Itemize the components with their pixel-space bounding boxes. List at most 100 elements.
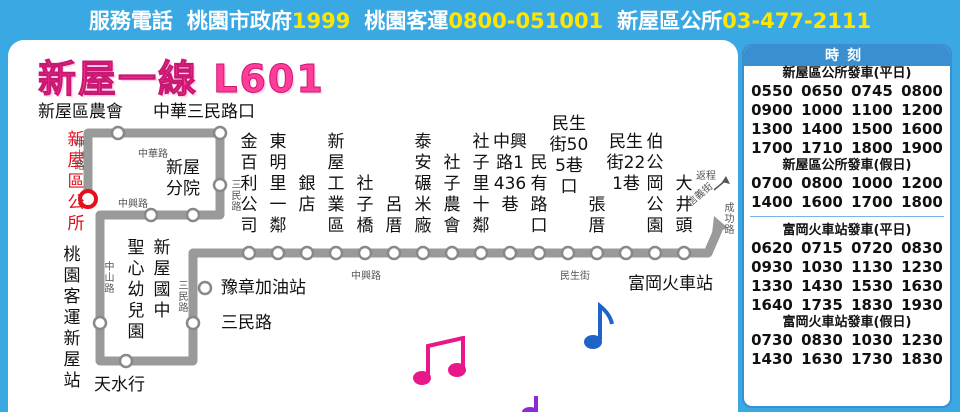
stop-label: 新屋區農會	[38, 102, 123, 122]
stop-marker	[444, 245, 460, 261]
contact-city: 桃園市政府1999	[186, 9, 351, 33]
schedule-row: 1700 1710 1800 1900	[744, 139, 950, 158]
road-label: 中興路	[118, 199, 148, 210]
departure-time: 1530	[851, 277, 893, 295]
departure-time: 1730	[851, 350, 893, 368]
departure-time: 1600	[801, 193, 843, 211]
stop-label: 泰安碾米廠	[414, 132, 432, 236]
departure-time: 1430	[801, 277, 843, 295]
road-label: 三民路	[178, 281, 189, 314]
departure-time: 0720	[851, 239, 893, 257]
route-map: 新屋一線 L601	[8, 40, 738, 412]
stop-label: 民生街505巷口	[549, 114, 589, 197]
stop-label: 豫章加油站	[221, 278, 306, 298]
departure-time: 1130	[851, 258, 893, 276]
schedule-row: 1640 1735 1830 1930	[744, 296, 950, 315]
departure-time: 1400	[801, 120, 843, 138]
stop-marker	[357, 245, 373, 261]
departure-time: 1030	[851, 331, 893, 349]
departure-time: 1700	[751, 139, 793, 157]
stop-marker	[185, 315, 201, 331]
departure-time: 1710	[801, 139, 843, 157]
departure-time: 0800	[901, 82, 943, 100]
road-label: 中山路	[74, 139, 85, 172]
schedule-panel: 時刻 新屋區公所發車(平日) 0550 0650 0745 0800 0900 1000 11…	[742, 44, 952, 408]
departure-time: 1800	[901, 193, 943, 211]
stop-label: 民有路口	[530, 153, 548, 236]
stop-label: 桃園客運新屋站	[63, 245, 81, 391]
stop-marker	[110, 125, 126, 141]
departure-time: 1400	[751, 193, 793, 211]
departure-time: 0800	[801, 174, 843, 192]
stop-label: 三民路	[221, 313, 272, 333]
departure-time: 0650	[801, 82, 843, 100]
stop-label: 金百利公司	[240, 132, 258, 236]
schedule-row: 0730 0830 1030 1230	[744, 331, 950, 350]
departure-time: 1000	[851, 174, 893, 192]
route-title: 新屋一線 L601	[38, 57, 325, 102]
stop-label: 聖心幼兒園	[127, 238, 145, 342]
stop-marker	[560, 245, 576, 261]
stop-label-end: 富岡火車站	[628, 274, 713, 294]
departure-time: 0715	[801, 239, 843, 257]
schedule-row: 1330 1430 1530 1630	[744, 277, 950, 296]
stop-label: 伯公岡公園	[646, 132, 664, 236]
stop-label: 中興路1436巷	[493, 132, 527, 215]
schedule-row: 1430 1630 1730 1830	[744, 350, 950, 369]
stop-label: 大井頭	[675, 174, 693, 236]
departure-time: 1800	[851, 139, 893, 157]
departure-time: 1100	[851, 101, 893, 119]
stop-marker	[197, 280, 213, 296]
stop-label: 社子農會	[443, 153, 461, 236]
departure-time: 0830	[901, 239, 943, 257]
road-label: 中興路	[351, 271, 381, 282]
schedule-sections: 新屋區公所發車(平日) 0550 0650 0745 0800 0900 1000 1100 1…	[744, 66, 950, 369]
departure-time: 1430	[751, 350, 793, 368]
stop-marker	[386, 245, 402, 261]
stop-label: 新屋國中	[153, 238, 171, 321]
stop-marker	[212, 177, 228, 193]
schedule-section-title: 新屋區公所發車(假日)	[782, 158, 912, 173]
stop-marker	[270, 245, 286, 261]
stop-marker	[531, 245, 547, 261]
service-label: 服務電話	[88, 9, 173, 33]
stop-start: 新屋區公所	[67, 130, 85, 234]
return-label: 返程	[696, 171, 716, 182]
stop-label: 張厝	[588, 195, 606, 236]
stop-marker	[589, 245, 605, 261]
contact-district: 新屋區公所03-477-2111	[617, 9, 872, 33]
departure-time: 1600	[901, 120, 943, 138]
stop-marker	[92, 315, 108, 331]
departure-time: 1630	[901, 277, 943, 295]
road-label: 三民路	[231, 180, 242, 213]
stop-label: 呂厝	[385, 195, 403, 236]
departure-time: 1030	[801, 258, 843, 276]
schedule-row: 0620 0715 0720 0830	[744, 239, 950, 258]
departure-time: 1830	[851, 296, 893, 314]
departure-time: 1830	[901, 350, 943, 368]
departure-time: 1640	[751, 296, 793, 314]
stop-marker	[676, 245, 692, 261]
schedule-section-title: 富岡火車站發車(假日)	[782, 315, 912, 330]
schedule-row: 0930 1030 1130 1230	[744, 258, 950, 277]
stop-label: 中華三民路口	[153, 102, 255, 122]
schedule-section-title: 新屋區公所發車(平日)	[782, 66, 912, 81]
road-label: 中華路	[138, 149, 168, 160]
departure-time: 1230	[901, 331, 943, 349]
stop-label: 社子橋	[356, 174, 374, 236]
music-note-icon	[584, 302, 614, 349]
top-bar: 服務電話 桃園市政府1999 桃園客運0800-051001 新屋區公所03-4…	[0, 0, 960, 40]
stop-marker	[118, 353, 134, 369]
stop-label: 天水行	[94, 375, 145, 395]
route-line	[78, 125, 730, 369]
stop-label: 新屋工業區	[327, 132, 345, 236]
stop-label: 銀店	[298, 174, 316, 215]
stop-marker	[647, 245, 663, 261]
schedule-section-title: 富岡火車站發車(平日)	[782, 223, 912, 238]
departure-time: 1930	[901, 296, 943, 314]
departure-time: 1330	[751, 277, 793, 295]
stop-marker	[328, 245, 344, 261]
departure-time: 1900	[901, 139, 943, 157]
departure-time: 0830	[801, 331, 843, 349]
stop-marker	[212, 125, 228, 141]
